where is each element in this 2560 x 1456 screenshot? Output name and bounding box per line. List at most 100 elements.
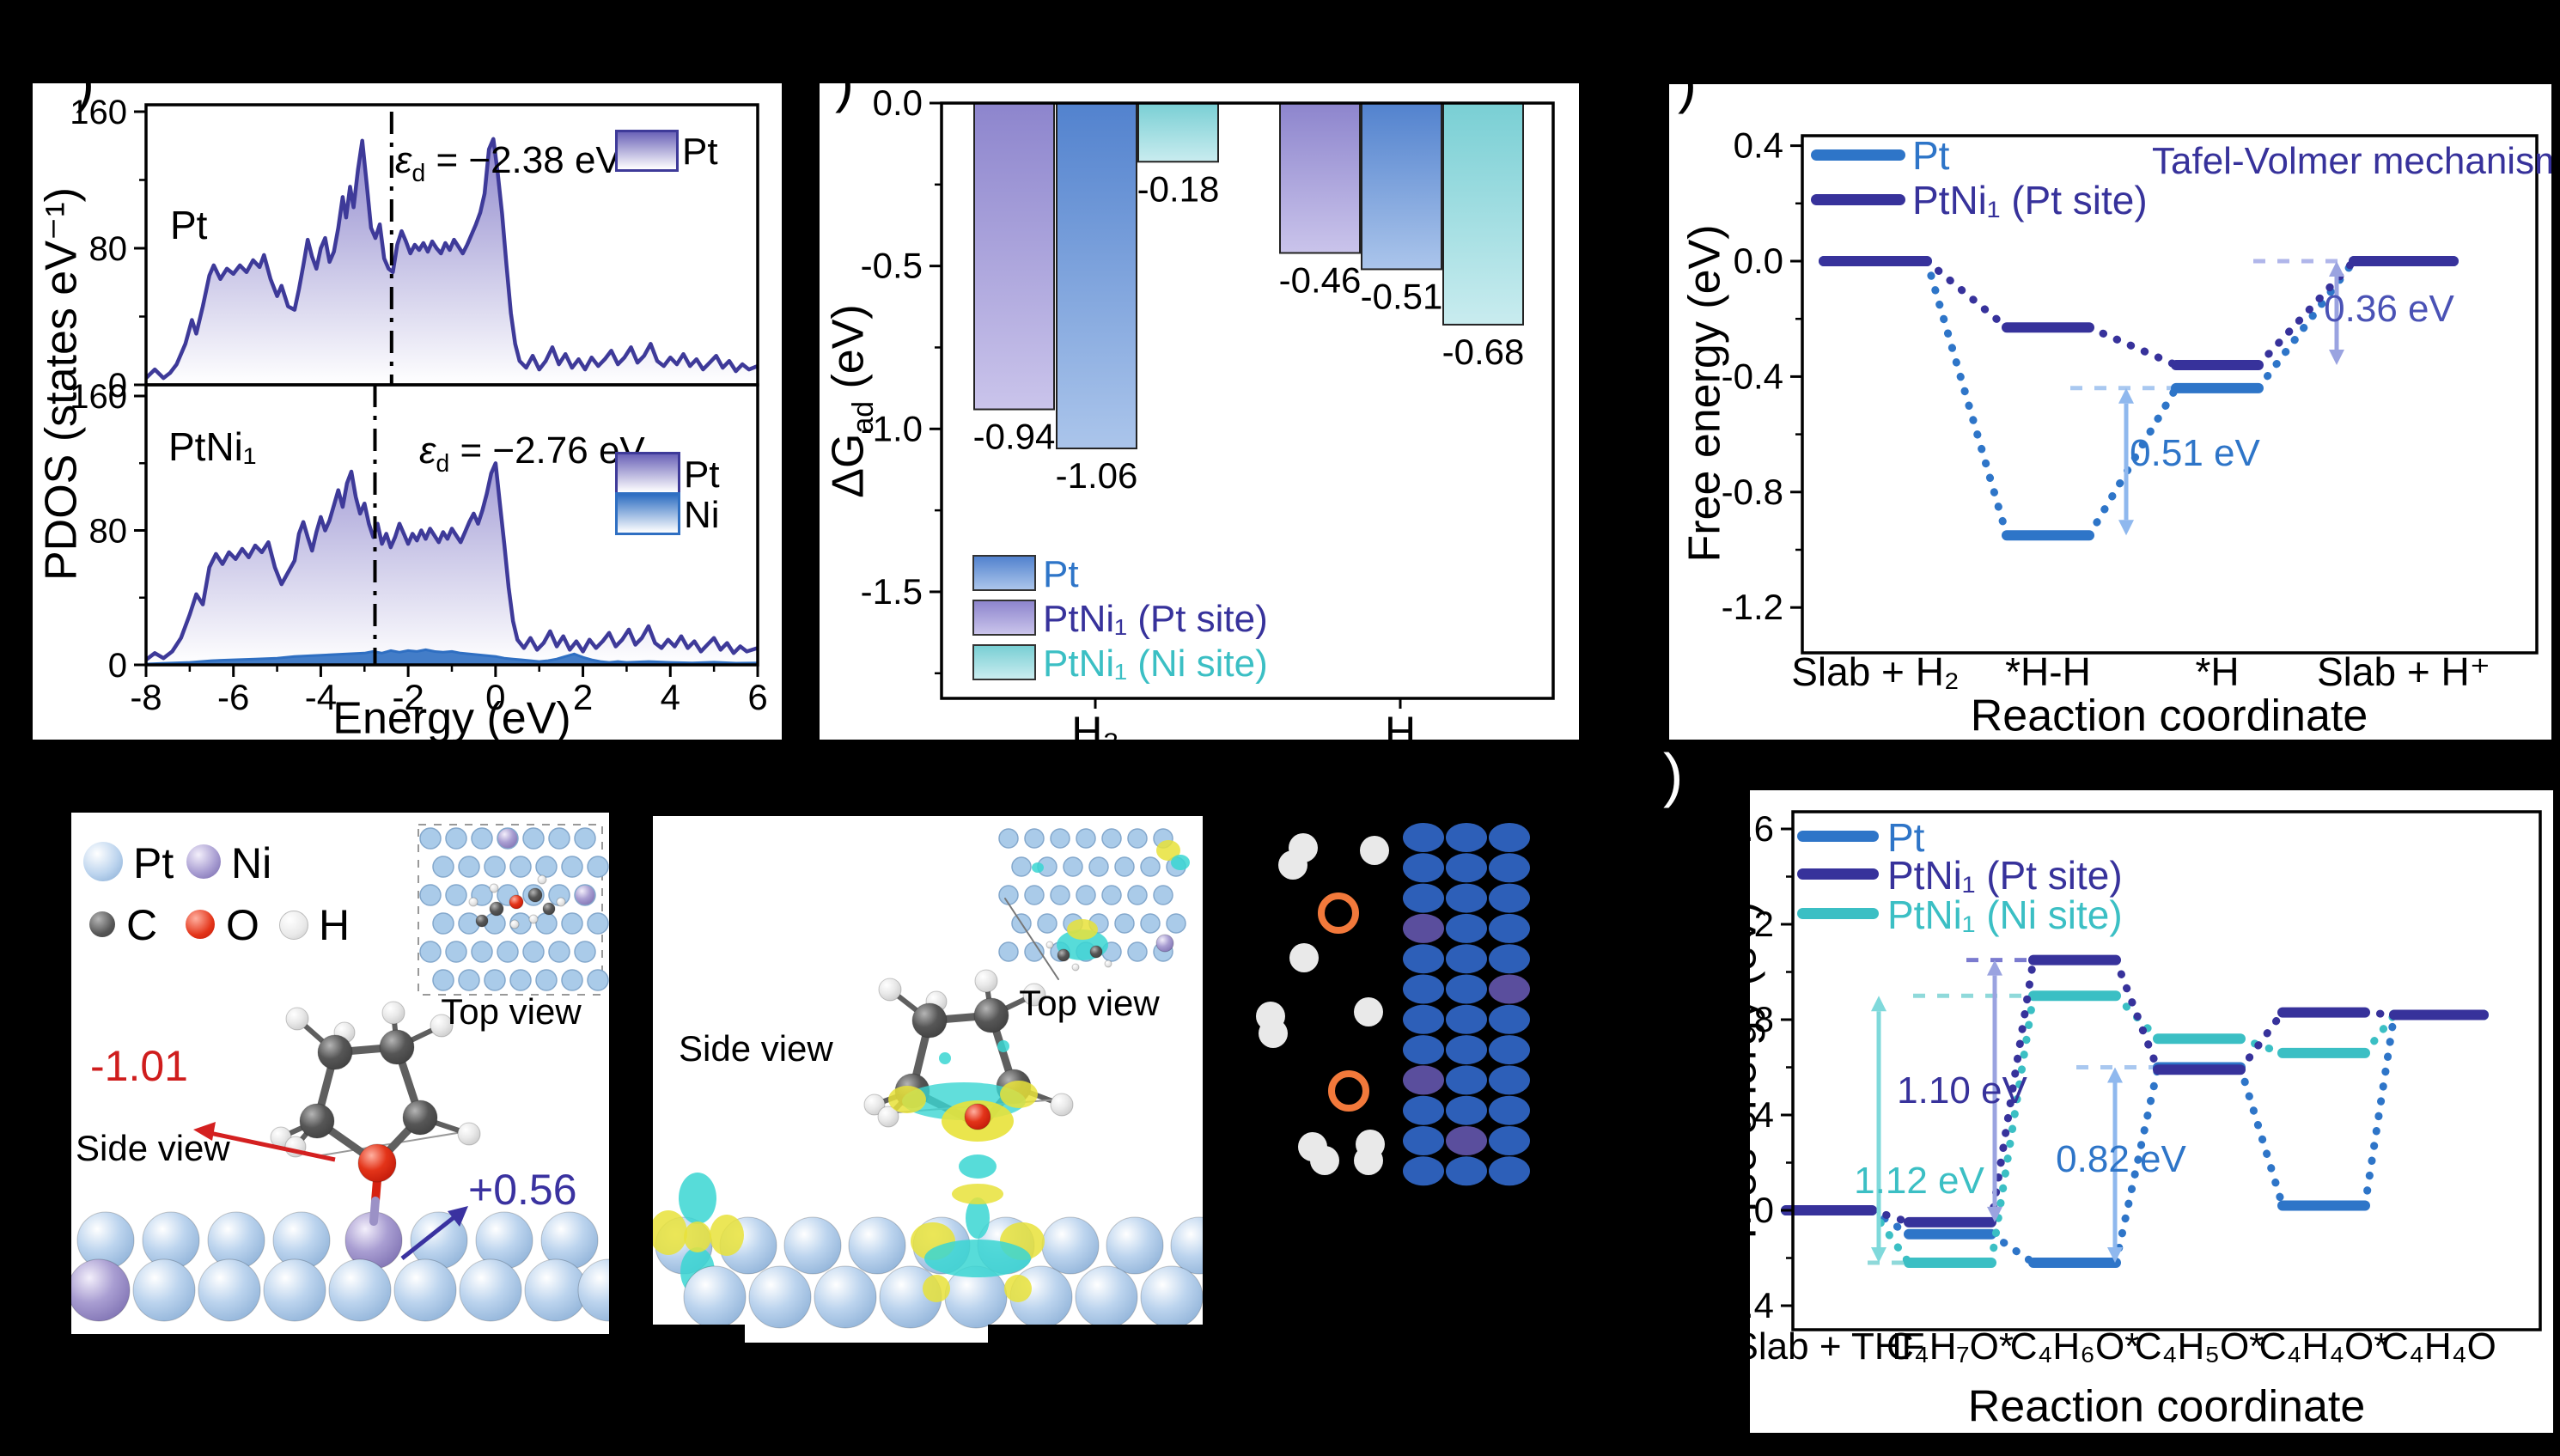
pt-atom-dot	[1403, 1035, 1444, 1065]
h-atom-dot	[1259, 1019, 1288, 1048]
pt-atom-dot	[1489, 1126, 1530, 1155]
pt-atom-top	[445, 941, 467, 963]
isosurface-blob	[684, 1221, 711, 1252]
h-atom	[878, 978, 902, 1002]
h-atom	[974, 969, 998, 993]
h-atom-dot	[1360, 836, 1389, 865]
annotation-arrow	[2118, 387, 2134, 536]
pdos-top-legend-swatch-pt	[615, 130, 679, 172]
thf-annotation-082: 0.82 eV	[2056, 1137, 2186, 1180]
isosurface-blob	[966, 1197, 990, 1239]
pt-atom-dot	[1403, 883, 1444, 913]
pt-atom	[524, 1258, 588, 1322]
bond	[1004, 898, 1059, 980]
pdos-x-axis-title: Energy (eV)	[332, 693, 571, 740]
h-atom	[430, 1014, 454, 1038]
o-atom	[509, 894, 524, 910]
pt-atom-top	[561, 969, 583, 991]
side-view-label-2: Side view	[679, 1028, 833, 1069]
svg-text:0: 0	[108, 367, 127, 405]
c-atom	[475, 914, 489, 928]
her-annotation-036: 0.36 eV	[2324, 287, 2454, 330]
pt-atom-dot	[1489, 883, 1530, 913]
pt-atom	[1140, 1265, 1203, 1329]
pt-atom-top	[561, 912, 583, 935]
pt-atom-top	[998, 828, 1019, 849]
svg-text:0.4: 0.4	[1734, 125, 1783, 166]
thf-legend-label-ptni-ni: PtNi₁ (Ni site)	[1887, 892, 2123, 937]
svg-text:0.8: 0.8	[1750, 999, 1774, 1039]
pdos-area	[146, 649, 758, 665]
pt-atom-dot	[1446, 823, 1487, 852]
svg-text:-4: -4	[305, 677, 337, 717]
pdos-line	[145, 648, 759, 666]
connector	[2085, 323, 2180, 369]
pdos-line	[144, 137, 759, 381]
legend-ni-label: Ni	[231, 839, 272, 887]
annotation-arrow	[1987, 959, 2002, 1222]
pt-atom-top	[535, 912, 558, 935]
panel-c-partial-label: )	[1678, 84, 1697, 115]
pt-atom-top	[1063, 856, 1083, 877]
h-atom-dot	[1278, 850, 1307, 880]
pt-atom-top	[1127, 941, 1148, 962]
isosurface-blob	[923, 1275, 950, 1302]
connector	[1923, 257, 2011, 539]
isosurface-blob	[1171, 855, 1190, 870]
pt-atom-top	[509, 912, 532, 935]
pt-atom-top	[574, 941, 596, 963]
pdos-top-legend-label-pt: Pt	[682, 131, 718, 173]
pt-atom-dot	[1403, 823, 1444, 852]
pt-atom-top	[1101, 885, 1122, 905]
pt-atom-dot	[1489, 944, 1530, 974]
pt-atom-dot	[1489, 853, 1530, 883]
svg-text:-1.0: -1.0	[861, 408, 923, 448]
thf-legend-label-pt: Pt	[1887, 815, 1925, 860]
svg-text:Slab + H₂: Slab + H₂	[1791, 649, 1960, 694]
bar-PtNi₁ (Pt site)-H	[1279, 102, 1361, 254]
pt-atom	[748, 1265, 812, 1329]
h-atom	[1045, 941, 1054, 949]
svg-text:2: 2	[573, 677, 593, 717]
pt-atom-top	[432, 969, 454, 991]
ni-atom-dot	[1403, 913, 1444, 943]
gads-legend-label-pt: Pt	[1043, 553, 1079, 595]
gads-bar-chart: -0.94-1.06 -0.18 -0.46 -0.51 -0.68 0.0 -0.5 -1.…	[861, 83, 1555, 740]
charge-density-bg-strip	[745, 1325, 988, 1343]
pt-atom-top	[458, 856, 480, 878]
isosurface-blob	[997, 1040, 1009, 1052]
pt-atom-top	[535, 856, 558, 878]
thf-x-axis-title: Reaction coordinate	[1967, 1381, 2366, 1432]
svg-text:*H: *H	[2195, 649, 2239, 694]
pdos-top-material-label: Pt	[170, 203, 208, 247]
panel-e-partial-label: )	[1663, 741, 1684, 808]
pt-atom-top	[419, 884, 442, 906]
pt-atom	[814, 1265, 877, 1329]
isosurface-blob	[1067, 919, 1098, 940]
pt-atom-dot	[1489, 1035, 1530, 1065]
svg-text:-0.18: -0.18	[1137, 168, 1220, 209]
pt-atom-dot	[1446, 1035, 1487, 1065]
h-atom	[537, 874, 547, 885]
charge-density-structure	[653, 828, 1203, 1329]
thf-legend-line-ptni-ni	[1797, 908, 1879, 919]
o-atom	[964, 1103, 991, 1130]
gads-legend-swatch-ptni-ni	[972, 644, 1036, 680]
thf-annotation-112: 1.12 eV	[1854, 1159, 1984, 1202]
svg-text:C₄H₄O*: C₄H₄O*	[2259, 1325, 2389, 1368]
pt-atom-dot	[1446, 883, 1487, 913]
pdos-bottom-material-label: PtNi₁	[168, 424, 257, 469]
pt-atom-dot	[1446, 1095, 1487, 1125]
pt-atom-dot	[1489, 823, 1530, 852]
ni-atom-dot	[1446, 1126, 1487, 1155]
pt-atom	[1106, 1216, 1164, 1275]
isosurface-blob	[653, 1210, 687, 1255]
c-atom	[973, 997, 1009, 1033]
connector	[2112, 1063, 2162, 1267]
pt-atom	[783, 1216, 842, 1275]
thf-y-axis-title: Free energy (eV)	[1750, 901, 1766, 1240]
connector	[2236, 1008, 2287, 1074]
